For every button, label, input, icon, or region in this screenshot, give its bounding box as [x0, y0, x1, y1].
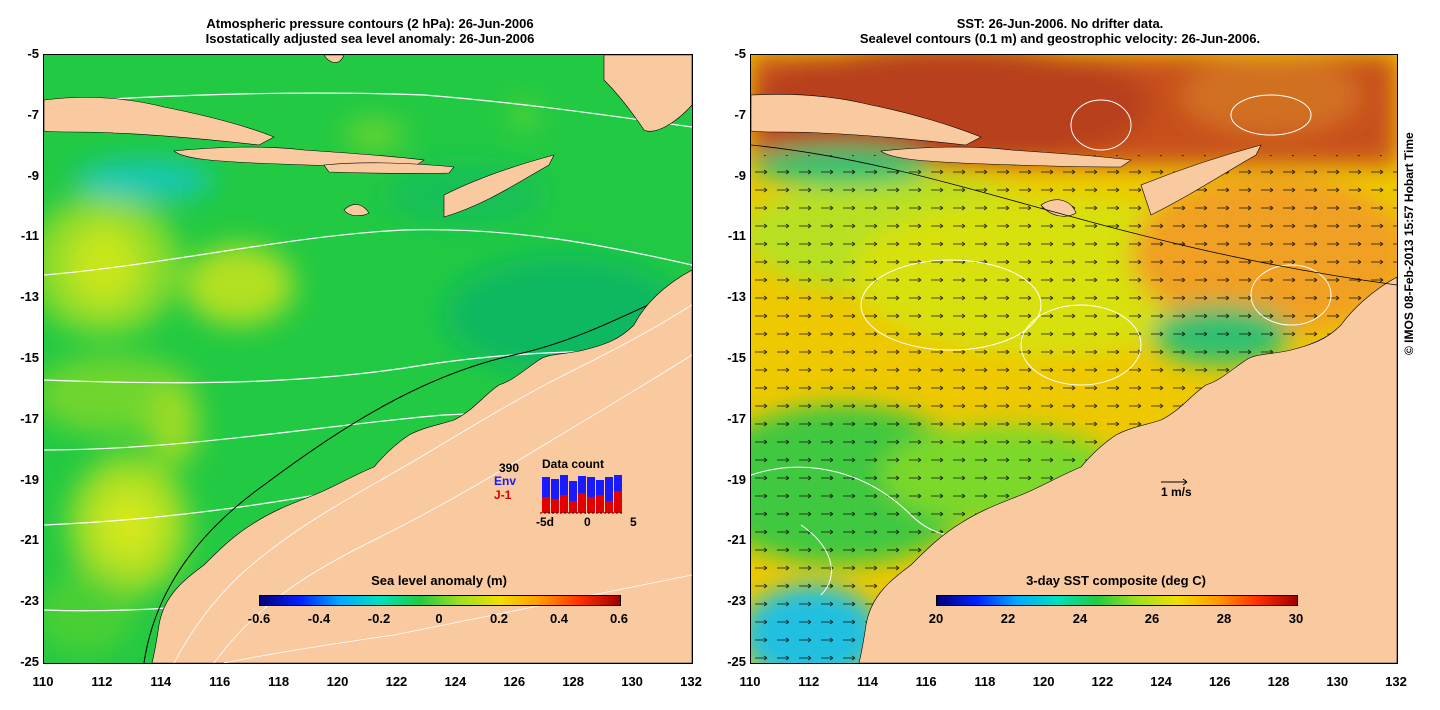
- y-tick-label: -15: [727, 350, 746, 365]
- y-tick-label: -11: [727, 228, 746, 244]
- x-tick-label: 130: [621, 674, 643, 689]
- copyright-text: © IMOS 08-Feb-2013 15:57 Hobart Time: [1402, 132, 1416, 355]
- x-tick-label: 112: [91, 674, 113, 689]
- land-australia: [858, 276, 1397, 663]
- inset-series-j1: J-1: [494, 488, 512, 502]
- sla-cbar-label: 0.2: [489, 611, 509, 626]
- y-tick-label: -7: [27, 106, 39, 122]
- sla-cbar-label: -0.6: [247, 611, 271, 626]
- inset-title: Data count: [542, 457, 605, 471]
- y-tick-label: -13: [20, 289, 39, 305]
- x-tick-label: 114: [150, 674, 172, 689]
- y-tick-label: -23: [20, 593, 39, 609]
- sst-map[interactable]: 1 m/s 3-day SST composite (deg C) 20 22 …: [750, 54, 1398, 664]
- inset-bars: [540, 475, 624, 514]
- land-australia: [151, 269, 692, 663]
- y-tick-label: -9: [27, 167, 39, 183]
- sst-map-graphics: [751, 55, 1397, 663]
- y-tick-label: -11: [20, 228, 39, 244]
- right-title-line2: Sealevel contours (0.1 m) and geostrophi…: [859, 31, 1261, 46]
- velocity-scale-label: 1 m/s: [1161, 485, 1192, 499]
- y-tick-label: -9: [734, 167, 746, 183]
- inset-count: 390: [499, 461, 520, 475]
- sst-cbar-label: 22: [1000, 611, 1016, 626]
- x-tick-label: 116: [209, 674, 231, 689]
- x-tick-label: 120: [1032, 674, 1055, 689]
- sla-cbar-label: 0.6: [609, 611, 629, 626]
- left-title-line2: Isostatically adjusted sea level anomaly…: [205, 31, 535, 46]
- x-tick-label: 118: [268, 674, 290, 689]
- x-tick-label: 122: [385, 674, 408, 689]
- inset-x-label-start: -5d: [536, 515, 554, 529]
- left-panel-title: Atmospheric pressure contours (2 hPa): 2…: [80, 16, 660, 46]
- x-tick-label: 118: [974, 674, 996, 689]
- sst-cbar-label: 28: [1216, 611, 1232, 626]
- land-north: [44, 55, 692, 218]
- y-tick-label: -23: [727, 593, 746, 609]
- velocity-scale-arrow: [1161, 478, 1188, 486]
- x-tick-label: 116: [915, 674, 937, 689]
- y-tick-label: -17: [20, 410, 39, 426]
- sst-colorbar: [936, 595, 1298, 606]
- right-title-line1: SST: 26-Jun-2006. No drifter data.: [956, 16, 1164, 31]
- y-tick-label: -5: [27, 46, 39, 61]
- y-tick-label: -13: [727, 289, 746, 305]
- y-tick-label: -19: [727, 471, 746, 487]
- left-title-line1: Atmospheric pressure contours (2 hPa): 2…: [206, 16, 534, 31]
- sla-cbar-label: 0: [435, 611, 443, 626]
- y-tick-label: -21: [20, 532, 39, 548]
- sla-contour: [143, 284, 692, 663]
- x-tick-label: 132: [1385, 674, 1407, 689]
- data-count-inset: 390 Data count Env J-1 -5d 0 5: [484, 457, 644, 537]
- sla-colorbar-title: Sea level anomaly (m): [371, 573, 507, 588]
- sla-cbar-label: -0.2: [367, 611, 391, 626]
- sst-cbar-label: 20: [928, 611, 944, 626]
- x-tick-label: 126: [503, 674, 526, 689]
- x-tick-label: 132: [680, 674, 702, 689]
- sst-cbar-label: 24: [1072, 611, 1088, 626]
- land-contours: [173, 304, 692, 663]
- sla-colorbar: [259, 595, 621, 606]
- x-tick-label: 128: [562, 674, 585, 689]
- inset-series-env: Env: [494, 474, 517, 488]
- x-tick-label: 120: [326, 674, 349, 689]
- x-tick-label: 126: [1208, 674, 1231, 689]
- sla-cbar-label: -0.4: [307, 611, 331, 626]
- inset-bar-group: [542, 475, 622, 513]
- inset-x-label-end: 5: [630, 515, 637, 529]
- y-tick-label: -5: [734, 46, 746, 61]
- x-tick-label: 124: [444, 674, 467, 689]
- sst-cbar-label: 30: [1288, 611, 1304, 626]
- sla-map-graphics: [44, 55, 692, 663]
- x-tick-label: 114: [856, 674, 878, 689]
- y-tick-label: -25: [20, 654, 39, 669]
- y-tick-label: -19: [20, 471, 39, 487]
- x-tick-label: 130: [1326, 674, 1349, 689]
- x-tick-label: 112: [798, 674, 820, 689]
- inset-x-label-mid: 0: [584, 515, 591, 529]
- land-north: [751, 94, 1262, 217]
- y-tick-label: -25: [727, 654, 746, 669]
- sst-black-contour: [751, 144, 1397, 286]
- y-tick-label: -15: [20, 350, 39, 365]
- sst-colorbar-title: 3-day SST composite (deg C): [1026, 573, 1206, 588]
- sla-map[interactable]: 390 Data count Env J-1 -5d 0 5 Sea level…: [43, 54, 693, 664]
- x-tick-label: 124: [1150, 674, 1172, 689]
- x-tick-label: 110: [739, 674, 761, 689]
- y-tick-label: -7: [734, 106, 746, 122]
- x-tick-label: 128: [1267, 674, 1290, 689]
- x-tick-label: 122: [1091, 674, 1114, 689]
- sst-cbar-label: 26: [1144, 611, 1160, 626]
- y-tick-label: -21: [727, 532, 746, 548]
- sla-cbar-label: 0.4: [549, 611, 569, 626]
- y-tick-label: -17: [727, 410, 746, 426]
- right-panel-title: SST: 26-Jun-2006. No drifter data. Seale…: [770, 16, 1350, 46]
- x-tick-label: 110: [32, 674, 54, 689]
